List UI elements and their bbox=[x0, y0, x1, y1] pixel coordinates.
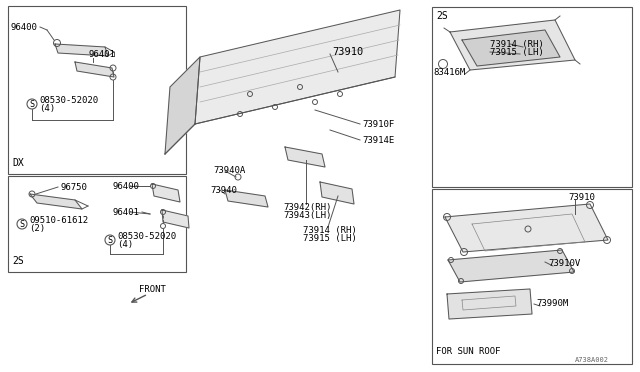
Bar bbox=[8, 6, 186, 174]
Text: S: S bbox=[108, 235, 113, 244]
Polygon shape bbox=[195, 10, 400, 124]
Bar bbox=[8, 176, 186, 272]
Polygon shape bbox=[55, 44, 108, 56]
Polygon shape bbox=[162, 210, 189, 228]
Text: 73915 (LH): 73915 (LH) bbox=[303, 234, 356, 243]
Text: 73914E: 73914E bbox=[362, 135, 394, 144]
Text: 96401: 96401 bbox=[88, 49, 115, 58]
Text: 73942(RH): 73942(RH) bbox=[283, 202, 332, 212]
Text: FOR SUN ROOF: FOR SUN ROOF bbox=[436, 347, 500, 356]
Text: 96401: 96401 bbox=[112, 208, 139, 217]
Text: 73940: 73940 bbox=[210, 186, 237, 195]
Text: 73910: 73910 bbox=[568, 192, 595, 202]
Polygon shape bbox=[450, 20, 575, 70]
Polygon shape bbox=[75, 62, 114, 77]
Polygon shape bbox=[225, 190, 268, 207]
Circle shape bbox=[27, 99, 37, 109]
Polygon shape bbox=[447, 289, 532, 319]
Text: 2S: 2S bbox=[436, 11, 448, 21]
Text: 73915 (LH): 73915 (LH) bbox=[490, 48, 544, 57]
Bar bbox=[432, 7, 632, 187]
Text: 73910F: 73910F bbox=[362, 119, 394, 128]
Polygon shape bbox=[165, 57, 200, 154]
Text: S: S bbox=[19, 219, 24, 228]
Bar bbox=[432, 189, 632, 364]
Circle shape bbox=[17, 219, 27, 229]
Polygon shape bbox=[285, 147, 325, 167]
Circle shape bbox=[105, 235, 115, 245]
Polygon shape bbox=[448, 250, 574, 282]
Text: 73914 (RH): 73914 (RH) bbox=[490, 39, 544, 48]
Text: 73990M: 73990M bbox=[536, 299, 568, 308]
Text: 83416M: 83416M bbox=[433, 67, 465, 77]
Polygon shape bbox=[462, 30, 560, 66]
Text: 08530-52020: 08530-52020 bbox=[39, 96, 98, 105]
Text: A738A002: A738A002 bbox=[575, 357, 609, 363]
Text: 08530-52020: 08530-52020 bbox=[117, 231, 176, 241]
Text: 96400: 96400 bbox=[112, 182, 139, 190]
Text: FRONT: FRONT bbox=[139, 285, 165, 295]
Text: 73910V: 73910V bbox=[548, 260, 580, 269]
Text: 73940A: 73940A bbox=[213, 166, 245, 174]
Polygon shape bbox=[152, 184, 180, 202]
Text: (2): (2) bbox=[29, 224, 45, 232]
Text: 73910: 73910 bbox=[332, 47, 364, 57]
Text: 73914 (RH): 73914 (RH) bbox=[303, 225, 356, 234]
Text: 96750: 96750 bbox=[60, 183, 87, 192]
Polygon shape bbox=[320, 182, 354, 204]
Text: (4): (4) bbox=[39, 103, 55, 112]
Text: DX: DX bbox=[12, 158, 24, 168]
Text: (4): (4) bbox=[117, 240, 133, 248]
Text: 2S: 2S bbox=[12, 256, 24, 266]
Text: 73943(LH): 73943(LH) bbox=[283, 211, 332, 219]
Text: S: S bbox=[29, 99, 35, 109]
Text: 96400: 96400 bbox=[10, 22, 37, 32]
Polygon shape bbox=[30, 194, 82, 209]
Text: 09510-61612: 09510-61612 bbox=[29, 215, 88, 224]
Polygon shape bbox=[445, 204, 608, 252]
